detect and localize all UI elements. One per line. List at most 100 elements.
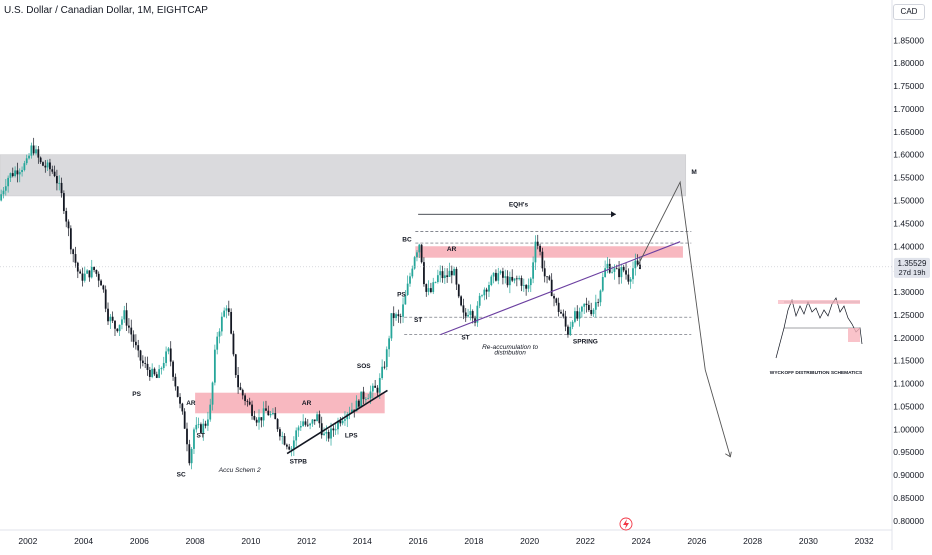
x-tick-label: 2004: [74, 536, 93, 546]
candle-body: [625, 270, 627, 275]
candle-body: [100, 280, 102, 286]
candle-body: [488, 285, 490, 292]
candle-body: [37, 149, 40, 158]
candle-body: [137, 345, 140, 351]
candle-body: [543, 268, 546, 277]
candle-body: [327, 431, 330, 439]
candle-body: [360, 391, 363, 407]
candle-body: [532, 262, 535, 279]
candle-body: [536, 241, 539, 246]
candle-body: [227, 308, 230, 312]
candle-body: [32, 145, 35, 154]
candle-body: [613, 268, 616, 272]
candle-body: [564, 316, 567, 327]
candle-body: [453, 268, 456, 276]
annotation-label: AR: [302, 400, 312, 407]
candle-body: [313, 419, 316, 422]
candle-body: [195, 424, 198, 430]
candle-body: [467, 314, 469, 317]
candle-body: [409, 276, 411, 284]
candle-body: [262, 408, 265, 421]
inset-caption: WYCKOFF DISTRIBUTION SCHEMATICS: [770, 370, 863, 376]
candle-body: [425, 284, 428, 292]
candle-body: [151, 368, 154, 377]
candle-body: [279, 429, 281, 437]
candle-body: [128, 325, 130, 328]
candle-layer: [0, 137, 641, 470]
candle-body: [320, 423, 323, 436]
projection-path: [637, 180, 731, 457]
candle-body: [165, 351, 167, 363]
candle-body: [323, 433, 325, 436]
candle-body: [592, 309, 595, 315]
candle-body: [627, 274, 630, 282]
candle-body: [378, 378, 381, 393]
candle-body: [478, 295, 481, 306]
candle-body: [309, 423, 312, 426]
candle-body: [104, 289, 107, 309]
candle-body: [364, 399, 367, 400]
annotation-label: Re-accumulation to: [482, 344, 538, 351]
annotation-label: Accu Schem 2: [218, 467, 261, 474]
candle-body: [251, 404, 253, 416]
x-tick-label: 2024: [632, 536, 651, 546]
candle-body: [439, 271, 442, 276]
candle-body: [325, 431, 328, 434]
candle-body: [232, 333, 235, 355]
candle-body: [56, 176, 58, 184]
y-tick-label: 1.00000: [893, 424, 924, 434]
projection-arrowhead: [725, 451, 732, 458]
candle-body: [390, 313, 393, 339]
candle-body: [469, 311, 472, 315]
candle-body: [560, 311, 562, 314]
candle-body: [265, 408, 267, 411]
x-tick-label: 2026: [687, 536, 706, 546]
candle-body: [351, 409, 353, 413]
candle-body: [337, 420, 339, 430]
annotation-label: EQH's: [509, 201, 529, 208]
candle-body: [518, 278, 521, 280]
candle-body: [557, 302, 560, 312]
y-tick-label: 1.25000: [893, 310, 924, 320]
candle-body: [434, 282, 437, 283]
currency-selector[interactable]: CAD: [893, 4, 925, 20]
y-tick-label: 1.50000: [893, 195, 924, 205]
annotation-label: LPS: [345, 433, 358, 440]
candle-body: [597, 302, 600, 303]
candle-body: [21, 169, 23, 173]
candle-body: [158, 369, 161, 378]
candle-body: [585, 303, 588, 305]
candle-body: [311, 419, 314, 424]
annotation-label: ST: [414, 317, 422, 324]
y-tick-label: 0.95000: [893, 447, 924, 457]
candle-body: [594, 302, 597, 310]
candle-body: [634, 260, 637, 269]
candle-body: [357, 400, 360, 407]
candle-body: [181, 403, 184, 412]
candle-body: [471, 311, 474, 319]
candle-body: [134, 341, 137, 346]
candle-body: [88, 270, 91, 278]
candle-body: [411, 268, 414, 277]
candle-body: [83, 273, 86, 281]
candle-body: [86, 270, 89, 274]
candle-body: [95, 269, 98, 274]
candle-body: [218, 331, 221, 337]
candle-body: [174, 376, 177, 387]
candle-body: [527, 285, 530, 289]
annotation-label: SC: [177, 471, 186, 478]
y-tick-label: 1.20000: [893, 333, 924, 343]
candle-body: [153, 368, 156, 375]
eqh-arrowhead: [611, 211, 617, 218]
candle-body: [464, 312, 467, 317]
annotation-label: STPB: [290, 459, 308, 466]
wyckoff-inset: WYCKOFF DISTRIBUTION SCHEMATICS: [770, 297, 863, 376]
candle-body: [297, 427, 300, 431]
candle-body: [162, 362, 165, 369]
candle-body: [197, 424, 200, 426]
candle-body: [288, 446, 291, 450]
candle-body: [290, 448, 293, 450]
candle-body: [130, 327, 133, 335]
